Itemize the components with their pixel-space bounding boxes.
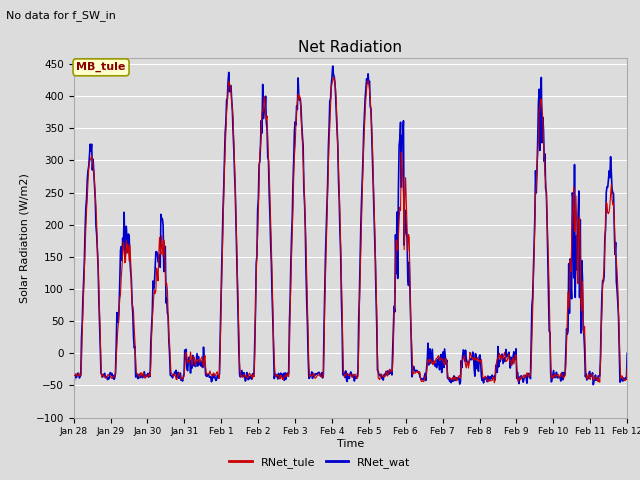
RNet_wat	[589, 382, 597, 387]
RNet_wat	[134, 375, 142, 381]
RNet_tule	[285, 374, 292, 380]
Line: RNet_tule: RNet_tule	[74, 78, 627, 383]
RNet_tule	[70, 372, 77, 378]
RNet_wat	[70, 372, 77, 378]
X-axis label: Time: Time	[337, 439, 364, 449]
Text: MB_tule: MB_tule	[76, 62, 125, 72]
RNet_tule	[490, 380, 498, 386]
RNet_tule	[264, 133, 271, 139]
RNet_wat	[285, 371, 292, 377]
RNet_wat	[623, 350, 631, 356]
RNet_tule	[330, 75, 337, 81]
RNet_tule	[439, 359, 447, 364]
RNet_tule	[408, 353, 416, 359]
Y-axis label: Solar Radiation (W/m2): Solar Radiation (W/m2)	[20, 173, 30, 302]
RNet_wat	[329, 63, 337, 69]
RNet_tule	[134, 372, 142, 377]
Title: Net Radiation: Net Radiation	[298, 40, 403, 55]
RNet_tule	[237, 373, 244, 379]
RNet_wat	[237, 374, 244, 380]
RNet_tule	[623, 364, 631, 370]
RNet_wat	[439, 349, 447, 355]
Line: RNet_wat: RNet_wat	[74, 66, 627, 384]
RNet_wat	[264, 155, 271, 160]
Legend: RNet_tule, RNet_wat: RNet_tule, RNet_wat	[225, 452, 415, 472]
RNet_wat	[408, 374, 416, 380]
Text: No data for f_SW_in: No data for f_SW_in	[6, 10, 116, 21]
